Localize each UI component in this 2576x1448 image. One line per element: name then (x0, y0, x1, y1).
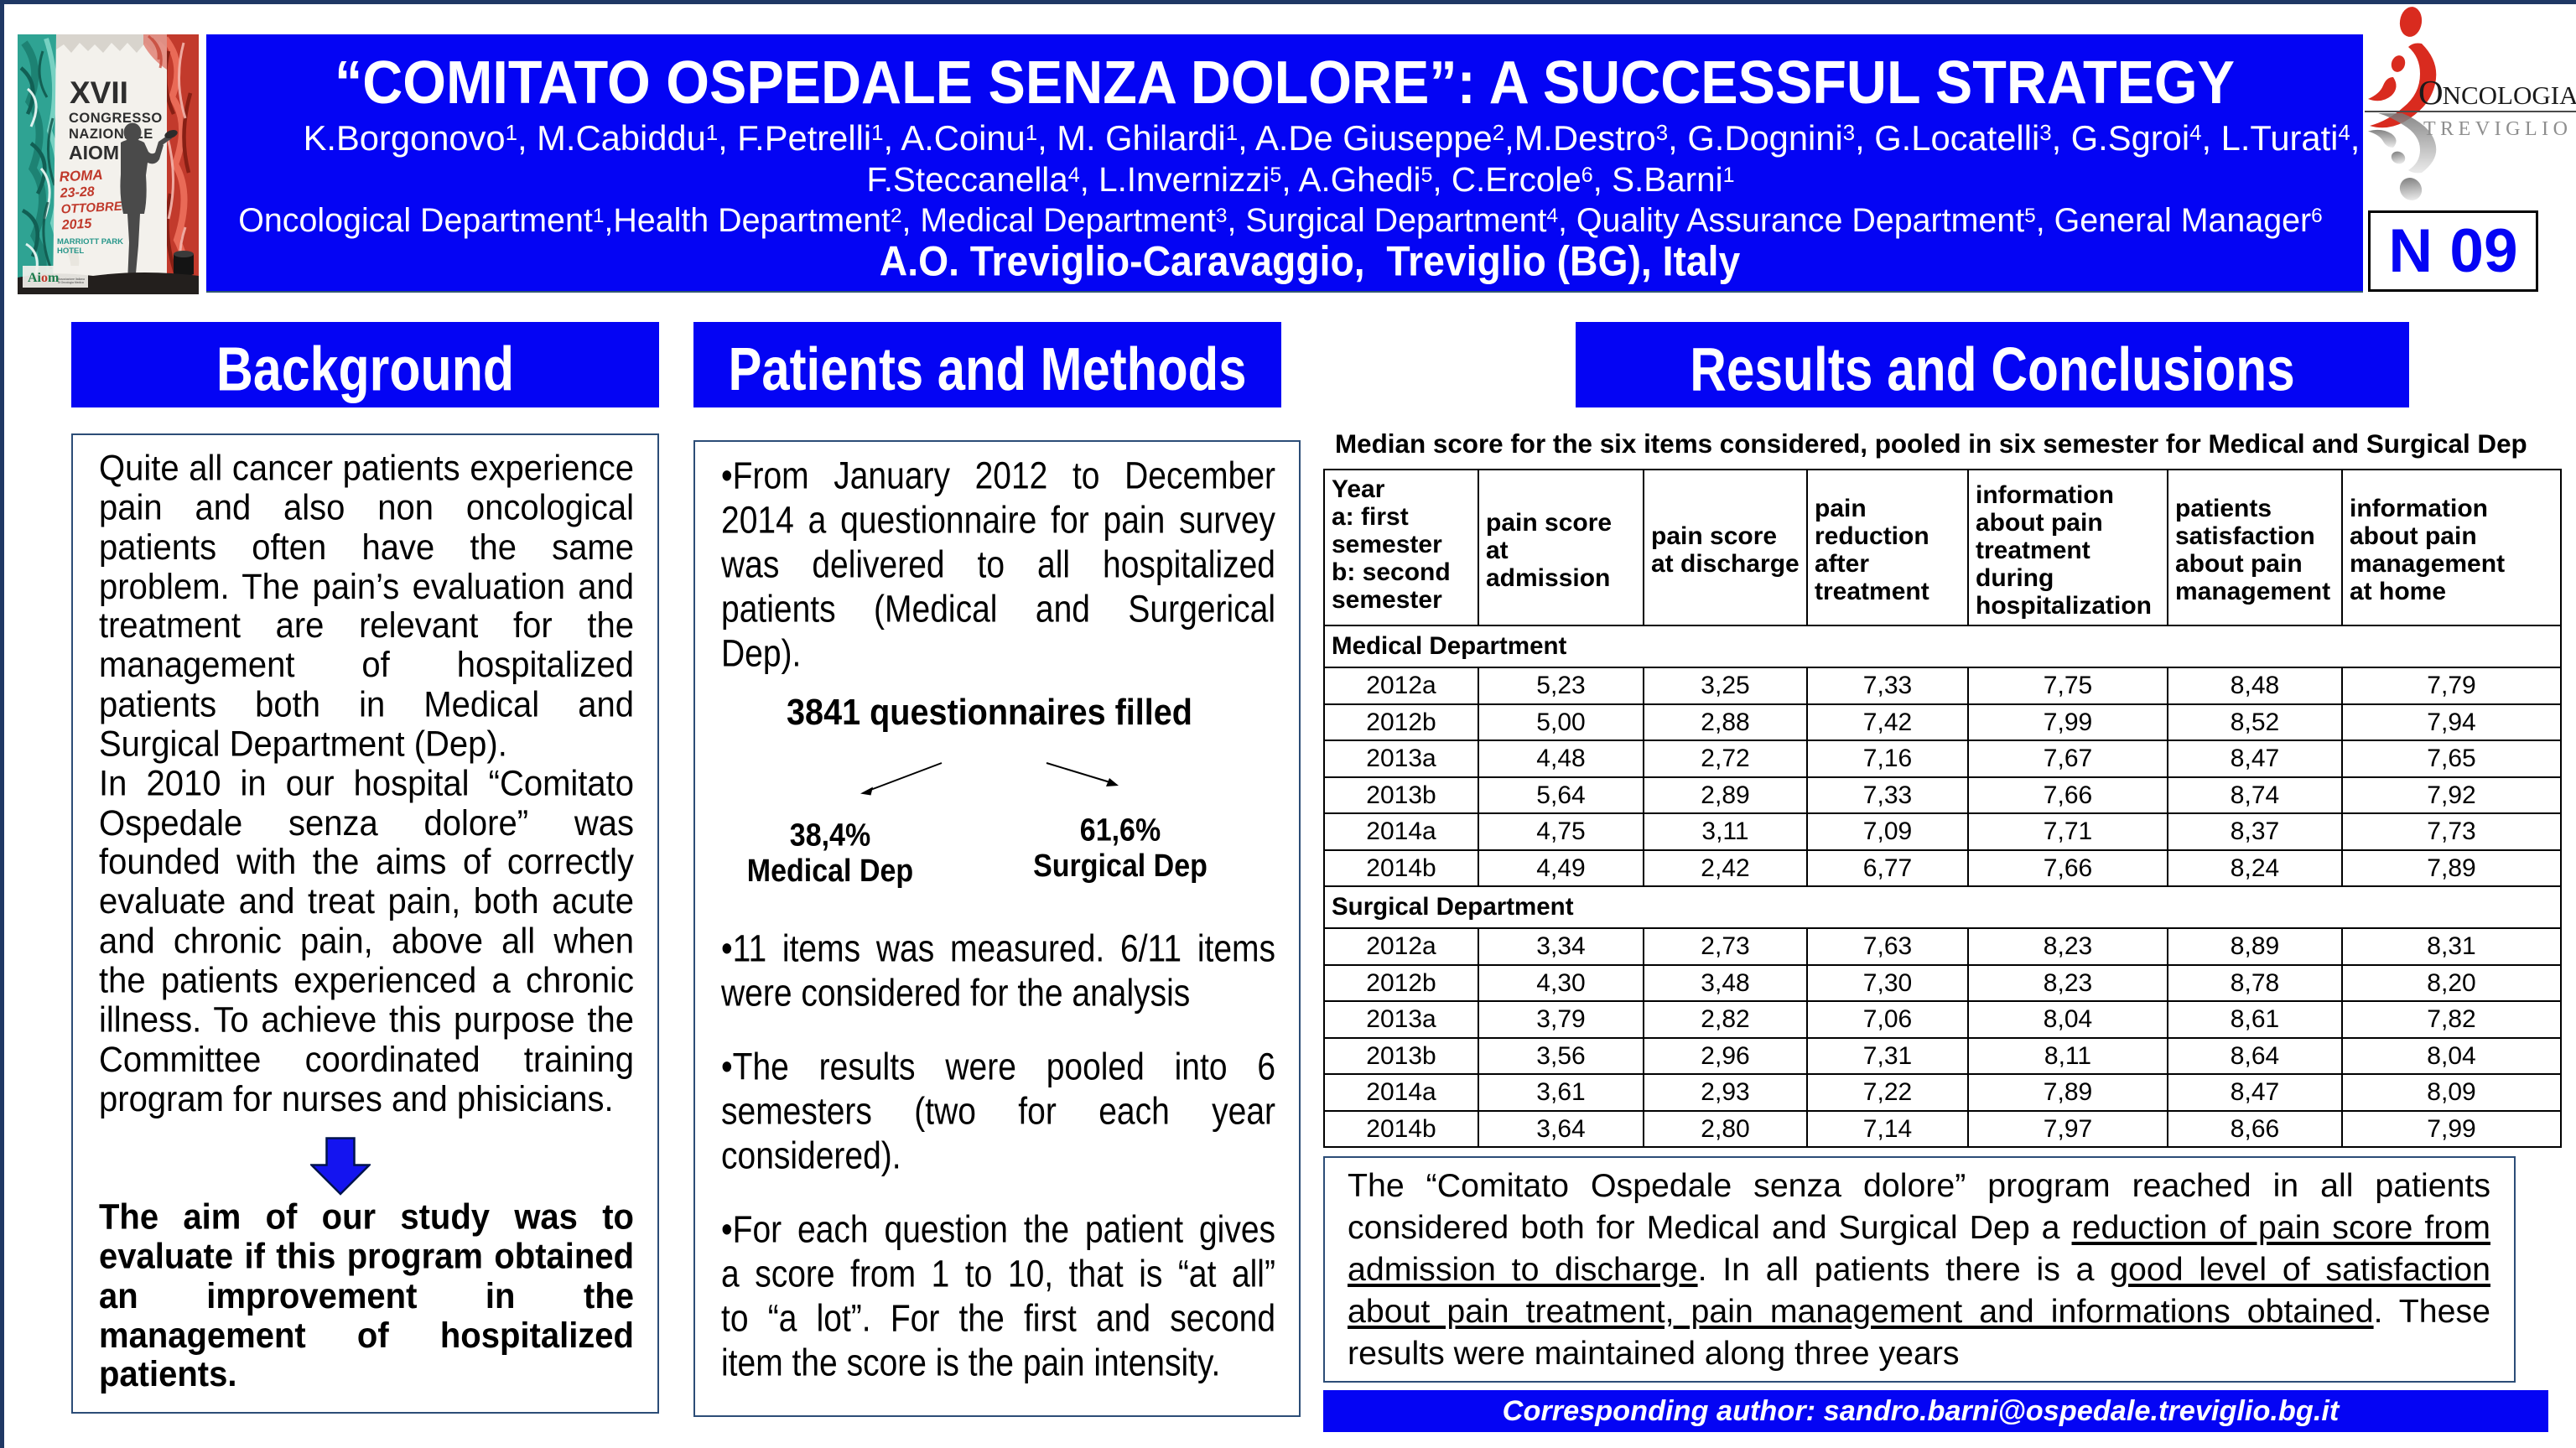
svg-text:Associazione Italiana: Associazione Italiana (58, 278, 85, 281)
svg-text:MARRIOTT PARK: MARRIOTT PARK (57, 237, 123, 247)
svg-text:23-28: 23-28 (59, 184, 95, 200)
svg-text:XVII: XVII (70, 75, 128, 110)
svg-text:OTTOBRE: OTTOBRE (60, 200, 123, 217)
svg-text:CONGRESSO: CONGRESSO (69, 111, 163, 126)
svg-text:TREVIGLIO: TREVIGLIO (2423, 118, 2572, 140)
svg-text:ROMA: ROMA (59, 167, 103, 185)
svg-text:ONCOLOGIA: ONCOLOGIA (2418, 73, 2576, 112)
svg-text:AIOM: AIOM (69, 142, 119, 163)
svg-text:HOTEL: HOTEL (57, 247, 84, 256)
svg-text:2015: 2015 (60, 217, 93, 233)
svg-text:di Oncologia Medica: di Oncologia Medica (58, 281, 84, 284)
svg-text:Aiom: Aiom (28, 271, 60, 285)
